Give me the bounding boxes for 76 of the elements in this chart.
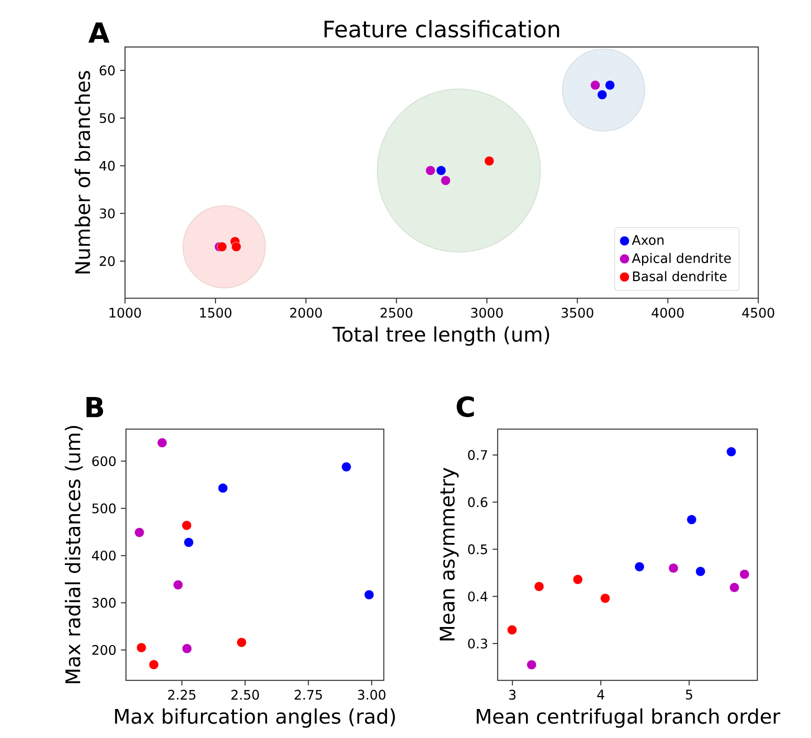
x-tick-label: 3 [509, 690, 516, 700]
point [364, 590, 374, 600]
point [740, 569, 750, 580]
point [440, 176, 451, 186]
point [436, 166, 446, 176]
x-tick-label: 3500 [562, 308, 594, 318]
x-tick-label: 2500 [380, 308, 412, 318]
point [148, 660, 159, 670]
point [218, 483, 228, 494]
point [534, 582, 544, 592]
point [341, 462, 352, 472]
y-tick-label: 400 [92, 550, 116, 561]
point [136, 642, 146, 653]
point [590, 80, 600, 90]
point [572, 574, 583, 585]
point [634, 562, 644, 572]
text: C [456, 396, 474, 418]
legend-label: Apical dendrite [632, 253, 731, 266]
y-tick-label: 0.4 [468, 592, 488, 602]
text: A [88, 22, 110, 43]
point [157, 438, 168, 448]
y-tick-label: 20 [100, 256, 115, 266]
x-tick-label: 2.75 [294, 690, 322, 700]
point [236, 638, 247, 648]
y-tick-label: 0.3 [468, 638, 488, 649]
y-axis-title: Number of branches [74, 71, 90, 274]
x-tick-label: 5 [686, 690, 692, 700]
point [184, 538, 194, 548]
point [182, 520, 192, 530]
y-tick-label: 50 [100, 113, 115, 124]
y-tick-label: 40 [99, 160, 115, 171]
y-tick-label: 300 [92, 598, 116, 608]
point [726, 446, 736, 457]
y-tick-label: 600 [92, 456, 116, 466]
x-tick-label: 2000 [290, 308, 322, 318]
x-tick-label: 2.50 [231, 690, 259, 700]
x-tick-label: 1000 [110, 308, 141, 318]
legend-label: Basal dendrite [633, 271, 727, 282]
point [134, 528, 144, 538]
legend-label: Axon [632, 235, 664, 246]
y-tick-label: 0.7 [468, 450, 488, 460]
point [686, 514, 697, 525]
x-tick-label: 3.00 [358, 690, 386, 700]
y-tick-label: 0.6 [468, 497, 488, 508]
y-tick-label: 500 [92, 504, 116, 514]
y-tick-label: 60 [100, 66, 115, 76]
text: B [86, 397, 104, 418]
point [182, 644, 192, 654]
x-axis-title: Max bifurcation angles (rad) [115, 708, 395, 728]
x-tick-label: 4500 [742, 308, 774, 318]
point [507, 625, 518, 635]
y-axis-title: Mean asymmetry [440, 468, 459, 640]
y-tick-label: 30 [100, 208, 115, 219]
x-tick-label: 4000 [652, 308, 684, 318]
point [173, 580, 184, 590]
x-tick-label: 2.25 [168, 690, 196, 700]
y-tick-label: 200 [92, 645, 116, 656]
point [597, 90, 608, 100]
point [668, 563, 678, 574]
point [231, 242, 242, 252]
point [600, 593, 610, 604]
x-axis-title: Mean centrifugal branch order [476, 708, 780, 728]
x-axis-title: Total tree length (um) [332, 326, 550, 346]
chart-title: Feature classification [324, 20, 560, 38]
y-tick-label: 0.5 [468, 544, 488, 554]
x-tick-label: 1500 [200, 308, 232, 318]
point [217, 242, 227, 252]
point [695, 566, 706, 577]
point [604, 80, 615, 90]
x-tick-label: 4 [597, 690, 604, 700]
point [729, 582, 740, 593]
y-axis-title: Max radial distances (um) [64, 426, 83, 684]
point [484, 156, 494, 166]
point [526, 660, 537, 670]
point [425, 166, 436, 176]
x-tick-label: 3000 [471, 308, 503, 318]
